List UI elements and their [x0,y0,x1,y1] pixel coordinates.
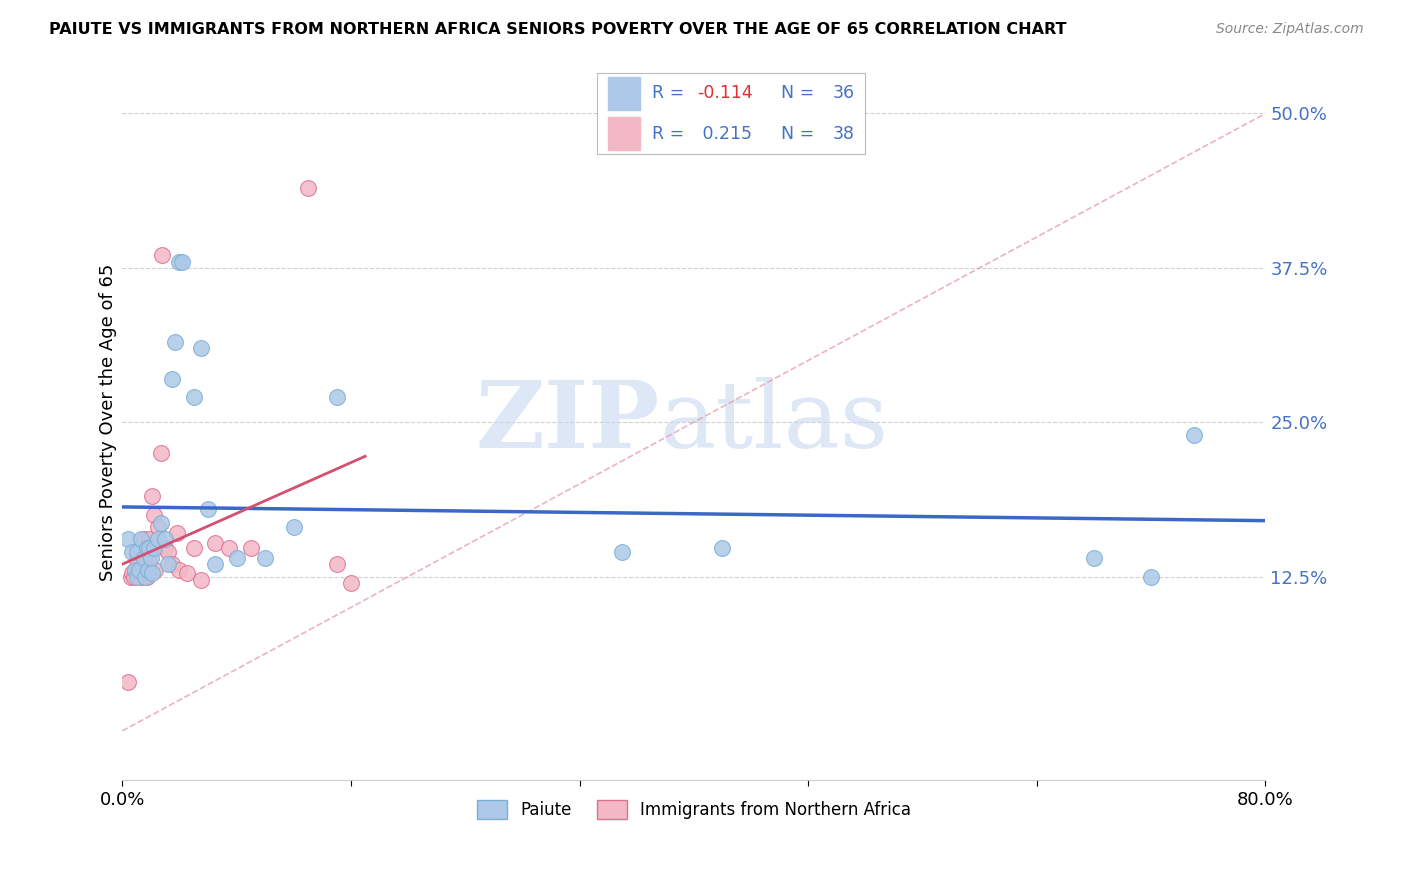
Point [218,541,240,556]
Point [121,545,143,559]
Point [117,674,139,689]
Text: R =: R = [651,125,689,143]
Point [1182,427,1205,442]
Point [132,566,155,580]
Text: N =: N = [770,125,820,143]
Point [225,551,247,566]
Point [1140,569,1163,583]
Point [127,566,149,580]
Point [136,566,159,580]
Bar [609,78,640,110]
Text: 36: 36 [832,85,855,103]
Point [1083,551,1105,566]
Point [197,501,219,516]
Bar [609,118,640,150]
Y-axis label: Seniors Poverty Over the Age of 65: Seniors Poverty Over the Age of 65 [100,263,117,581]
Point [149,446,172,460]
Point [142,541,165,556]
Point [132,533,155,547]
Text: 38: 38 [832,125,855,143]
Point [135,541,157,556]
Text: ZIP: ZIP [475,377,659,467]
Point [128,563,150,577]
Point [125,545,148,559]
Point [143,563,166,577]
Text: Source: ZipAtlas.com: Source: ZipAtlas.com [1216,22,1364,37]
Point [325,558,347,572]
Point [121,566,143,580]
Text: R =: R = [651,85,689,103]
Point [156,558,179,572]
Point [711,541,734,556]
Point [239,541,262,556]
Text: atlas: atlas [659,377,889,467]
Point [134,563,156,577]
Point [165,334,187,349]
Point [125,553,148,567]
Point [124,563,146,577]
Point [136,563,159,577]
Point [120,569,142,583]
Point [254,551,277,566]
Point [150,248,173,262]
Point [132,551,155,566]
Point [325,391,347,405]
Text: 0.215: 0.215 [697,125,752,143]
Point [204,558,226,572]
Point [176,566,198,580]
Point [190,574,212,588]
Point [156,545,179,559]
Text: N =: N = [770,85,820,103]
Point [153,533,176,547]
Point [128,563,150,577]
Point [125,569,148,583]
Point [124,563,146,577]
Point [183,541,205,556]
Text: PAIUTE VS IMMIGRANTS FROM NORTHERN AFRICA SENIORS POVERTY OVER THE AGE OF 65 COR: PAIUTE VS IMMIGRANTS FROM NORTHERN AFRIC… [49,22,1067,37]
Point [146,520,169,534]
Point [146,533,169,547]
Point [169,254,191,268]
Point [204,536,226,550]
Point [131,563,153,577]
Point [166,526,188,541]
Point [612,545,634,559]
Point [139,551,162,566]
Point [138,533,160,547]
Point [141,489,163,503]
Point [129,533,152,547]
Text: -0.114: -0.114 [697,85,754,103]
Legend: Paiute, Immigrants from Northern Africa: Paiute, Immigrants from Northern Africa [470,793,918,826]
Point [297,180,319,194]
Point [138,541,160,556]
Point [136,553,159,567]
Point [283,520,305,534]
Point [129,569,152,583]
Point [135,569,157,583]
Point [190,341,212,355]
Point [169,563,191,577]
Point [183,391,205,405]
Point [141,566,163,580]
Point [153,541,176,556]
Point [172,254,194,268]
Point [340,575,363,590]
Point [139,541,162,556]
Point [117,533,139,547]
Point [162,558,184,572]
Point [162,372,184,386]
Point [149,516,172,531]
Point [142,508,165,522]
Point [122,569,145,583]
FancyBboxPatch shape [596,73,865,153]
Point [134,569,156,583]
